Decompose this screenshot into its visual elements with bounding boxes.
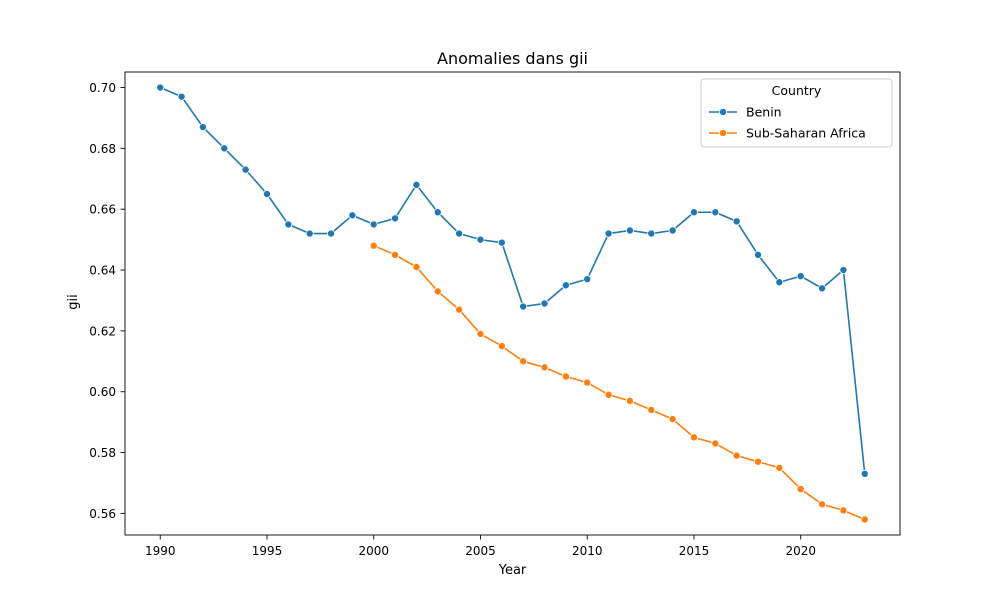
- legend-box: [700, 78, 893, 148]
- data-point-0-1: [177, 92, 186, 101]
- data-point-0-14: [455, 229, 464, 238]
- data-point-0-18: [540, 299, 549, 308]
- y-tick-label-6: 0.68: [89, 142, 116, 156]
- data-point-0-22: [625, 226, 634, 235]
- data-point-1-0: [369, 241, 378, 250]
- data-point-1-6: [497, 342, 506, 351]
- data-point-0-11: [391, 214, 400, 223]
- data-point-1-12: [625, 396, 634, 405]
- data-point-0-19: [561, 281, 570, 290]
- x-tick-label-2: 2000: [358, 544, 389, 558]
- x-tick-label-0: 1990: [145, 544, 176, 558]
- y-tick-label-7: 0.70: [89, 81, 116, 95]
- data-point-1-13: [647, 405, 656, 414]
- axes: 1990 1995 2000 2005 2010 2015 2020 0.56 0.58 0.60…: [89, 71, 901, 558]
- x-tick-label-4: 2010: [572, 544, 603, 558]
- data-point-0-7: [305, 229, 314, 238]
- data-point-0-24: [668, 226, 677, 235]
- data-point-0-29: [775, 278, 784, 287]
- data-point-0-28: [754, 250, 763, 259]
- data-point-0-25: [689, 208, 698, 217]
- data-point-0-30: [796, 272, 805, 281]
- data-point-0-32: [839, 266, 848, 275]
- data-point-1-2: [412, 262, 421, 271]
- data-point-0-5: [262, 189, 271, 198]
- x-tick-label-1: 1995: [252, 544, 283, 558]
- x-tick-label-3: 2005: [465, 544, 496, 558]
- x-axis-label: Year: [498, 563, 527, 578]
- data-point-1-15: [689, 433, 698, 442]
- data-point-1-9: [561, 372, 570, 381]
- x-tick-label-5: 2015: [679, 544, 710, 558]
- data-point-1-4: [455, 305, 464, 314]
- data-point-1-17: [732, 451, 741, 460]
- data-point-0-33: [860, 469, 869, 478]
- data-point-0-20: [583, 275, 592, 284]
- data-point-1-3: [433, 287, 442, 296]
- data-point-1-21: [818, 500, 827, 509]
- data-point-1-20: [796, 485, 805, 494]
- series-line-1: [373, 244, 866, 521]
- data-point-0-2: [198, 123, 207, 132]
- data-point-0-0: [156, 83, 165, 92]
- legend-title: Country: [772, 83, 822, 98]
- data-point-1-18: [754, 457, 763, 466]
- data-point-0-27: [732, 217, 741, 226]
- data-point-1-10: [583, 378, 592, 387]
- y-tick-label-0: 0.56: [89, 507, 116, 521]
- legend-label-1: Sub-Saharan Africa: [746, 126, 866, 141]
- data-point-0-26: [711, 208, 720, 217]
- y-tick-label-4: 0.64: [89, 264, 116, 278]
- data-point-1-16: [711, 439, 720, 448]
- data-point-0-17: [519, 302, 528, 311]
- data-point-0-3: [220, 144, 229, 153]
- data-point-0-4: [241, 165, 250, 174]
- chart-title: Anomalies dans gii: [437, 49, 588, 68]
- y-tick-label-2: 0.60: [89, 385, 116, 399]
- legend-swatch-marker-0: [719, 108, 728, 117]
- legend-swatch-marker-1: [719, 128, 728, 137]
- data-point-0-12: [412, 180, 421, 189]
- data-point-0-21: [604, 229, 613, 238]
- data-point-0-16: [497, 238, 506, 247]
- data-point-0-13: [433, 208, 442, 217]
- data-point-1-19: [775, 463, 784, 472]
- data-point-0-10: [369, 220, 378, 229]
- legend-label-0: Benin: [746, 105, 782, 120]
- series-line-0: [159, 86, 866, 474]
- y-tick-label-1: 0.58: [89, 446, 116, 460]
- data-point-0-8: [327, 229, 336, 238]
- y-axis-label: gii: [66, 294, 81, 309]
- data-point-1-14: [668, 415, 677, 424]
- plot-area: [156, 83, 869, 524]
- data-point-0-6: [284, 220, 293, 229]
- data-point-1-1: [391, 250, 400, 259]
- data-point-1-5: [476, 329, 485, 338]
- x-tick-label-6: 2020: [785, 544, 816, 558]
- data-point-1-11: [604, 390, 613, 399]
- y-tick-label-3: 0.62: [89, 324, 116, 338]
- data-point-0-23: [647, 229, 656, 238]
- axes-frame: [124, 71, 901, 536]
- data-point-1-8: [540, 363, 549, 372]
- y-tick-label-5: 0.66: [89, 203, 116, 217]
- data-point-1-23: [860, 515, 869, 524]
- data-point-1-22: [839, 506, 848, 515]
- legend: Country Benin Sub-Saharan Africa: [700, 78, 893, 148]
- data-point-1-7: [519, 357, 528, 366]
- data-point-0-9: [348, 211, 357, 220]
- data-point-0-15: [476, 235, 485, 244]
- data-point-0-31: [818, 284, 827, 293]
